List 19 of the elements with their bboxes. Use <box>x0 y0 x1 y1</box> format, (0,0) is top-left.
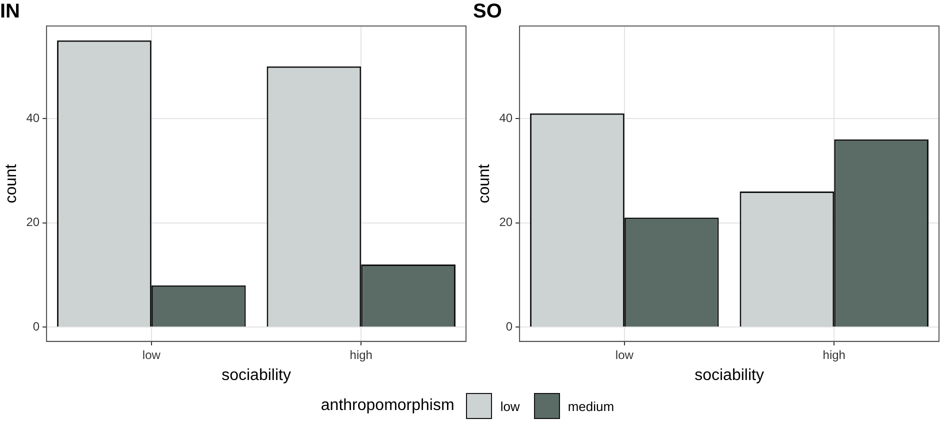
x-axis-title: sociability <box>222 366 291 384</box>
legend-title: anthropomorphism <box>320 397 454 415</box>
x-tick-label: low <box>142 348 161 362</box>
y-tick-label: 20 <box>26 215 40 230</box>
chart-title: SO <box>473 0 502 23</box>
y-tick-label: 0 <box>506 319 513 334</box>
y-tick-label: 0 <box>32 319 40 334</box>
x-tick-label: low <box>615 348 634 362</box>
y-axis-title: count <box>476 164 494 204</box>
x-tick-label: high <box>350 348 372 362</box>
y-tick-label: 20 <box>499 215 513 230</box>
legend-label: low <box>500 398 520 414</box>
legend-label: medium <box>568 398 614 414</box>
y-axis-title: count <box>3 164 20 204</box>
x-axis-title: sociability <box>694 366 764 384</box>
y-tick-label: 40 <box>26 110 40 125</box>
chart-title: IN <box>0 0 20 23</box>
y-tick-label: 40 <box>499 110 513 125</box>
x-tick-label: high <box>822 348 846 362</box>
